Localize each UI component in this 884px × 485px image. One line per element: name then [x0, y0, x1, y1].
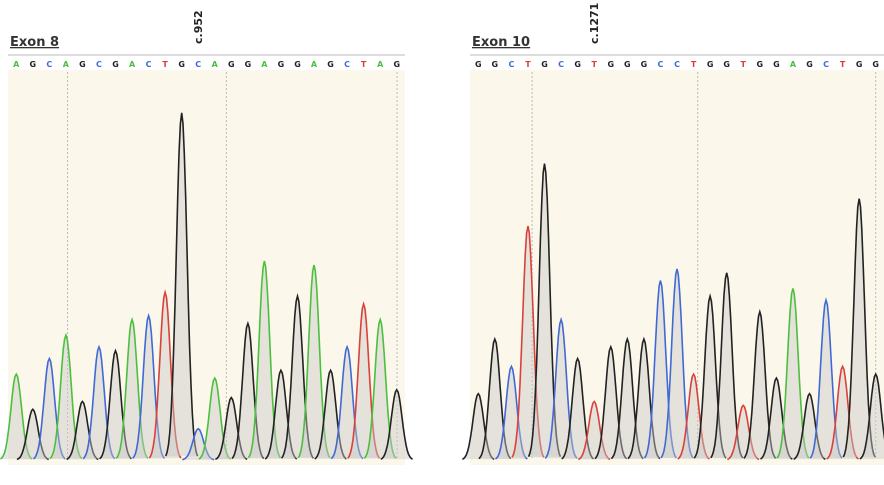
- base-letter: G: [492, 60, 499, 69]
- panel-title: Exon 10: [472, 35, 530, 50]
- base-letter: G: [393, 60, 400, 69]
- base-letter: C: [674, 60, 680, 69]
- base-letter: G: [228, 60, 235, 69]
- base-letter: G: [607, 60, 614, 69]
- base-letter: G: [806, 60, 813, 69]
- base-letter: T: [741, 60, 747, 69]
- base-letter: G: [723, 60, 730, 69]
- base-letter: A: [13, 60, 20, 69]
- base-letter: G: [475, 60, 482, 69]
- base-letter: G: [707, 60, 714, 69]
- base-letter: C: [344, 60, 350, 69]
- base-letter: G: [178, 60, 185, 69]
- base-letter: G: [112, 60, 119, 69]
- base-letter: G: [294, 60, 301, 69]
- base-letter: A: [63, 60, 70, 69]
- base-letter: G: [624, 60, 631, 69]
- base-letter: T: [591, 60, 597, 69]
- base-letter: A: [129, 60, 136, 69]
- base-letter: G: [641, 60, 648, 69]
- base-letter: C: [558, 60, 564, 69]
- base-letter: G: [79, 60, 86, 69]
- variant-label: c.952: [192, 10, 205, 44]
- base-letter: G: [856, 60, 863, 69]
- base-letter: A: [377, 60, 384, 69]
- base-letter: C: [658, 60, 664, 69]
- base-letter: G: [757, 60, 764, 69]
- base-letter: T: [361, 60, 367, 69]
- base-letter: G: [773, 60, 780, 69]
- figure: Exon 8c.952AGCAGCGACTGCAGGAGGAGCTAGExon …: [0, 0, 884, 485]
- base-letter: A: [261, 60, 268, 69]
- base-letter: T: [691, 60, 697, 69]
- base-letter: G: [245, 60, 252, 69]
- page: {"panels": [ {"title": "Exon 8", "varian…: [0, 0, 884, 485]
- variant-label: c.1271: [588, 3, 601, 44]
- base-letter: T: [840, 60, 846, 69]
- base-letter: G: [574, 60, 581, 69]
- base-letter: C: [96, 60, 102, 69]
- base-letter: C: [46, 60, 52, 69]
- base-letter: C: [823, 60, 829, 69]
- base-letter: G: [872, 60, 879, 69]
- base-letter: C: [146, 60, 152, 69]
- base-letter: G: [327, 60, 334, 69]
- panel-title: Exon 8: [10, 35, 59, 50]
- base-letter: C: [195, 60, 201, 69]
- base-letter: A: [311, 60, 318, 69]
- base-letter: G: [541, 60, 548, 69]
- base-letter: C: [508, 60, 514, 69]
- base-letter: A: [790, 60, 797, 69]
- base-letter: T: [162, 60, 168, 69]
- base-letter: A: [212, 60, 219, 69]
- base-letter: T: [525, 60, 531, 69]
- base-letter: G: [30, 60, 37, 69]
- base-letter: G: [278, 60, 285, 69]
